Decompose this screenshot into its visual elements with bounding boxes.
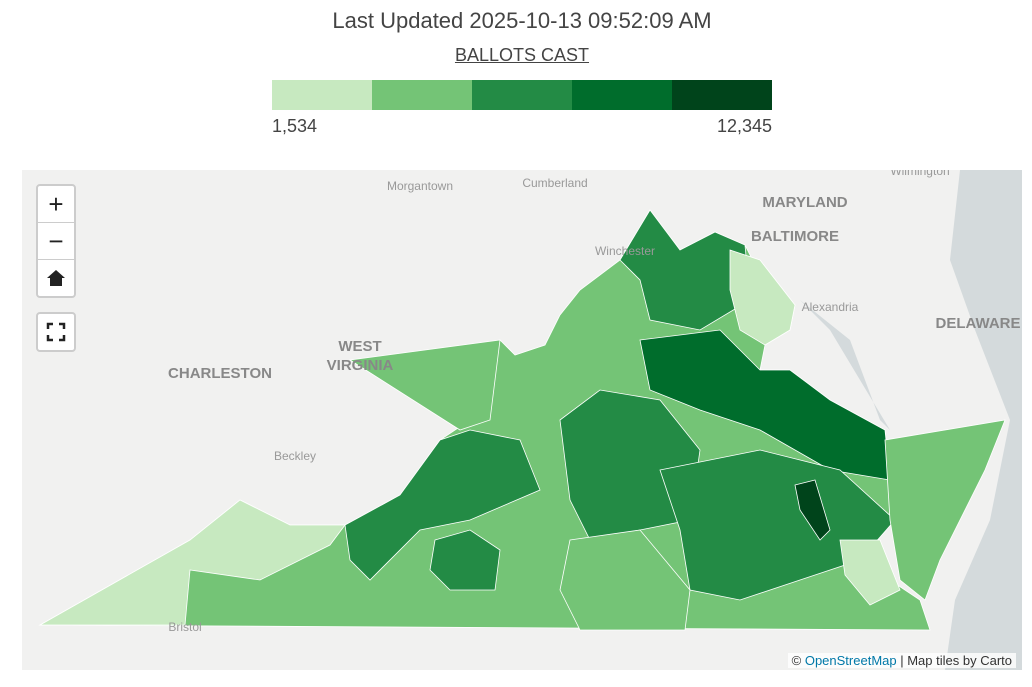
- legend-max: 12,345: [716, 116, 772, 136]
- place-label: Alexandria: [802, 300, 859, 314]
- regions: [38, 209, 1006, 631]
- place-label: VIRGINIA: [327, 357, 394, 374]
- attribution: © OpenStreetMap | Map tiles by Carto: [787, 653, 1016, 668]
- places: Morgantown Cumberland MARYLAND BALTIMORE Win…: [168, 170, 1020, 634]
- place-label: DELAWARE: [935, 315, 1020, 332]
- water: [945, 170, 1022, 670]
- home[interactable]: [38, 260, 74, 296]
- attr-suffix: | Map tiles by Carto: [900, 653, 1012, 668]
- zoom-in[interactable]: +: [38, 186, 74, 223]
- subtitle: BALLOTS CAST: [454, 45, 590, 65]
- legend-swatch: [572, 80, 672, 110]
- legend-swatch: [672, 80, 772, 110]
- place-label: Cumberland: [522, 176, 587, 190]
- region: [38, 499, 346, 626]
- legend-swatch: [372, 80, 472, 110]
- place-label: Wilmington: [890, 170, 949, 178]
- fullscreen-control: [36, 312, 76, 352]
- zoom-control: + −: [36, 184, 76, 298]
- bay: [800, 300, 890, 430]
- title: Last Updated 2025-10-13 09:52:09 AM: [332, 8, 712, 33]
- region: [429, 529, 501, 591]
- place-label: MARYLAND: [762, 194, 847, 211]
- place-label: Beckley: [274, 449, 316, 463]
- region: [729, 249, 796, 346]
- region: [884, 419, 1006, 601]
- legend-swatch: [272, 80, 372, 110]
- osm-link[interactable]: OpenStreetMap: [804, 653, 897, 668]
- zoom-out[interactable]: −: [38, 223, 74, 260]
- region: [659, 449, 896, 601]
- attr-prefix: ©: [791, 653, 802, 668]
- place-label: WEST: [338, 338, 381, 355]
- fullscreen-icon: [46, 322, 66, 342]
- place-label: Bristol: [168, 620, 201, 634]
- fullscreen[interactable]: [38, 314, 74, 350]
- legend-swatch: [472, 80, 572, 110]
- place-label: Winchester: [595, 244, 655, 258]
- place-label: BALTIMORE: [751, 228, 839, 245]
- region: [839, 539, 901, 606]
- place-label: Morgantown: [387, 179, 453, 193]
- region: [794, 479, 831, 541]
- legend: [272, 80, 772, 110]
- region: [559, 529, 691, 631]
- region: [344, 429, 541, 581]
- region: [348, 339, 501, 431]
- map[interactable]: Morgantown Cumberland MARYLAND BALTIMORE Win…: [22, 170, 1022, 670]
- place-label: CHARLESTON: [168, 365, 272, 382]
- legend-min: 1,534: [272, 116, 318, 136]
- home-icon: [47, 270, 65, 286]
